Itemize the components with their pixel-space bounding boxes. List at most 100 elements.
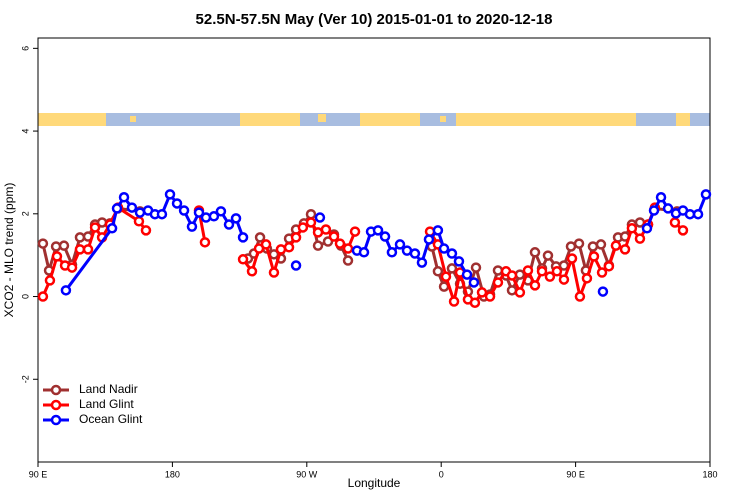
data-point [358, 247, 370, 258]
y-tick-label: -2 [20, 375, 30, 383]
data-point [558, 274, 570, 285]
data-point [215, 206, 227, 217]
data-point [246, 266, 258, 277]
x-tick-label: 90 E [29, 469, 48, 479]
data-point [432, 266, 444, 277]
data-point [610, 240, 622, 251]
land-ocean-strip [38, 113, 710, 126]
legend-label: Land Glint [79, 397, 134, 411]
y-tick-label: 4 [20, 129, 30, 134]
data-point [372, 225, 384, 236]
data-point [566, 253, 578, 264]
data-point [297, 222, 309, 233]
data-point [684, 208, 696, 220]
data-point [542, 250, 554, 261]
data-point [260, 239, 272, 250]
data-point [453, 256, 465, 267]
data-point [700, 189, 712, 200]
legend-marker [50, 399, 62, 411]
data-point [514, 287, 526, 298]
data-point [619, 244, 631, 255]
data-point [111, 203, 123, 214]
data-point [446, 248, 458, 259]
data-point [669, 217, 681, 228]
data-point [193, 207, 205, 218]
data-point [66, 262, 78, 273]
data-point [342, 255, 354, 266]
data-point [283, 242, 295, 253]
legend-marker [50, 384, 62, 396]
y-axis-label: XCO2 - MLO trend (ppm) [2, 183, 16, 318]
data-point [596, 267, 608, 278]
legend-label: Land Nadir [79, 382, 138, 396]
data-point [597, 286, 609, 297]
data-point [312, 240, 324, 251]
data-point [305, 217, 317, 228]
data-point [268, 267, 280, 278]
data-point [237, 232, 249, 243]
data-point [320, 224, 332, 235]
x-tick-label: 90 E [566, 469, 585, 479]
x-tick-label: 90 W [296, 469, 318, 479]
data-point [314, 212, 326, 223]
data-point [595, 239, 607, 250]
data-point [74, 244, 86, 255]
legend-marker [50, 414, 62, 426]
data-point [349, 226, 361, 237]
data-point [230, 213, 242, 224]
data-point [641, 223, 653, 234]
data-point [529, 280, 541, 291]
chart-title: 52.5N-57.5N May (Ver 10) 2015-01-01 to 2… [196, 11, 553, 28]
data-point [544, 271, 556, 282]
data-point [529, 247, 541, 258]
data-point [409, 248, 421, 259]
data-point [237, 254, 249, 265]
data-point [655, 192, 667, 203]
data-point [468, 277, 480, 288]
data-point [536, 266, 548, 277]
data-point [461, 269, 473, 280]
x-tick-label: 180 [702, 469, 717, 479]
data-point [522, 265, 534, 276]
data-point [134, 207, 146, 218]
data-point [551, 266, 563, 277]
data-point [82, 244, 94, 255]
data-point [648, 205, 660, 216]
data-point [133, 216, 145, 227]
data-point [186, 221, 198, 232]
x-tick-label: 180 [165, 469, 180, 479]
data-point [200, 212, 212, 223]
data-point [342, 243, 354, 254]
data-point [603, 261, 615, 272]
data-point [58, 240, 70, 251]
data-point [432, 225, 444, 236]
plot-frame [37, 37, 711, 463]
data-point [469, 297, 481, 308]
data-point [581, 273, 593, 284]
data-point [171, 198, 183, 209]
data-point [573, 238, 585, 249]
data-point [484, 291, 496, 302]
data-point [438, 243, 450, 254]
data-point [440, 271, 452, 282]
data-point [290, 232, 302, 243]
data-point [178, 205, 190, 216]
data-point [74, 232, 86, 243]
data-point [692, 208, 704, 220]
data-point [334, 238, 346, 249]
series-line [64, 192, 708, 292]
data-point [626, 223, 638, 234]
y-tick-label: 6 [20, 46, 30, 51]
data-point [588, 251, 600, 262]
data-point [448, 296, 460, 307]
y-tick-label: 0 [20, 294, 30, 299]
data-point [379, 231, 391, 242]
data-point [662, 203, 674, 214]
data-point [423, 234, 435, 245]
data-point [37, 238, 49, 249]
data-point [44, 275, 56, 286]
data-point [492, 265, 504, 276]
data-point [51, 251, 63, 262]
